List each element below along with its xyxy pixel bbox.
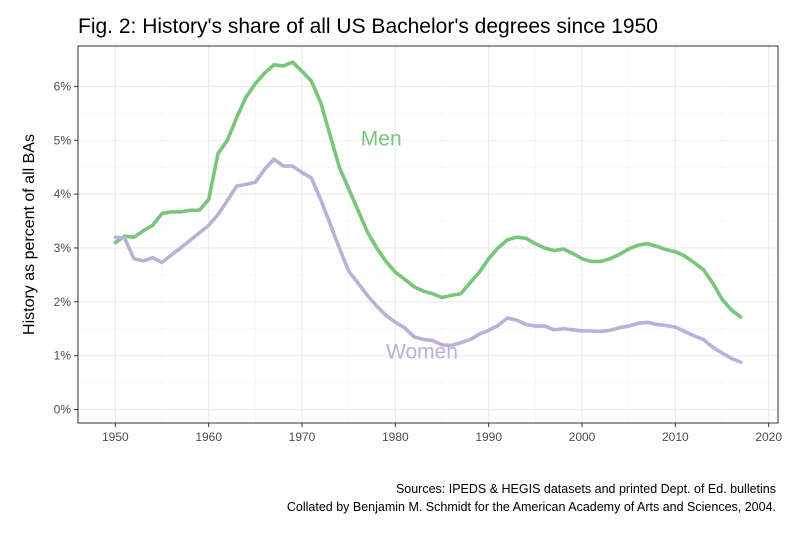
grid-layer	[78, 46, 778, 423]
source-line-1: Sources: IPEDS & HEGIS datasets and prin…	[396, 482, 776, 496]
y-tick-label: 1%	[54, 349, 72, 363]
x-tick-label: 1960	[195, 430, 222, 444]
chart-title: Fig. 2: History's share of all US Bachel…	[78, 15, 658, 38]
x-tick-label: 2020	[755, 430, 782, 444]
series-line-women	[113, 157, 743, 364]
x-tick-label: 1990	[475, 430, 502, 444]
y-tick-label: 5%	[54, 133, 72, 147]
series-layer: Men Women	[113, 60, 743, 364]
y-tick-label: 2%	[54, 295, 72, 309]
panel-border	[77, 45, 779, 424]
x-tick-label: 1980	[382, 430, 409, 444]
series-label-men: Men	[361, 128, 402, 151]
y-tick-label: 0%	[54, 403, 72, 417]
source-line-2: Collated by Benjamin M. Schmidt for the …	[287, 500, 776, 514]
x-tick-label: 1970	[289, 430, 316, 444]
y-tick-label: 6%	[54, 79, 72, 93]
series-line-men	[113, 60, 743, 319]
y-tick-label: 3%	[54, 241, 72, 255]
x-tick-label: 2000	[569, 430, 596, 444]
y-axis-title: History as percent of all BAs	[21, 134, 38, 335]
y-tick-label: 4%	[54, 187, 72, 201]
x-tick-label: 1950	[102, 430, 129, 444]
series-label-women: Women	[386, 340, 458, 363]
axis-layer: 1950 1960 1970 1980 1990 2000 2010 2020 0% 1% 2% 3%…	[54, 79, 783, 444]
x-tick-label: 2010	[662, 430, 689, 444]
